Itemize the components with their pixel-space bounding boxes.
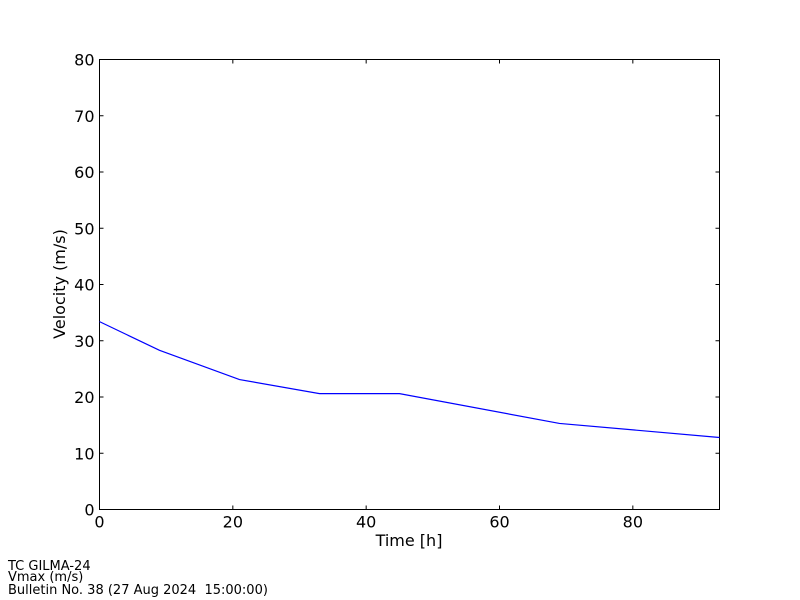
y-tick-label: 10 <box>74 444 94 463</box>
x-tick-label: 40 <box>356 513 376 532</box>
y-tick-label: 70 <box>74 107 94 126</box>
y-tick-label: 50 <box>74 219 94 238</box>
y-tick-label: 30 <box>74 332 94 351</box>
y-tick-label: 20 <box>74 388 94 407</box>
x-tick-label: 60 <box>489 513 509 532</box>
footer-bulletin: Bulletin No. 38 (27 Aug 2024 15:00:00) <box>8 583 268 598</box>
data-line <box>99 321 720 439</box>
y-tick-label: 60 <box>74 163 94 182</box>
x-axis-label: Time [h] <box>375 531 443 550</box>
y-tick-label: 0 <box>84 501 94 520</box>
y-tick-label: 80 <box>74 51 94 70</box>
x-tick-label: 0 <box>94 513 104 532</box>
footer-variable: Vmax (m/s) <box>8 570 83 585</box>
y-axis-label: Velocity (m/s) <box>50 229 69 339</box>
x-tick-label: 80 <box>623 513 643 532</box>
y-tick-label: 40 <box>74 276 94 295</box>
footer-title: TC GILMA-24 <box>7 559 91 574</box>
x-tick-label: 20 <box>223 513 243 532</box>
plot-frame <box>99 59 720 510</box>
